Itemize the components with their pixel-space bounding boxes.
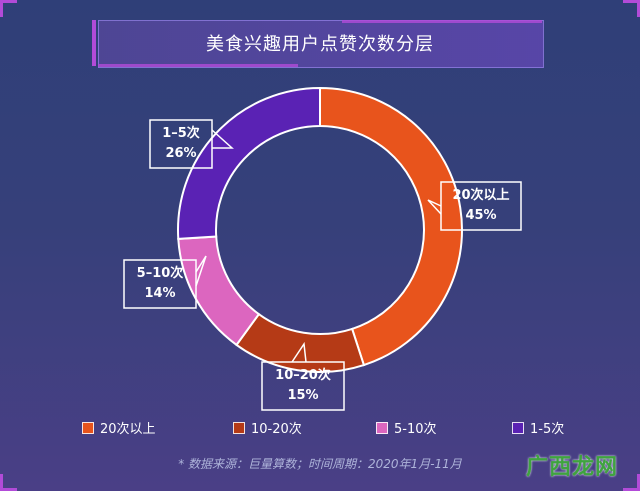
watermark-logo: 广西龙网 bbox=[525, 455, 618, 480]
title-accent-left bbox=[92, 20, 96, 66]
slice-10-20 bbox=[235, 312, 366, 373]
legend-label-10-20: 10-20次 bbox=[251, 422, 302, 437]
corner-accent-bottom-left bbox=[0, 474, 17, 491]
callout-box-5-10-pointer bbox=[195, 255, 207, 287]
callout-10-20-category: 10–20次 bbox=[275, 368, 331, 383]
slice-1-5 bbox=[177, 86, 321, 240]
callout-10-20-value: 15% bbox=[287, 388, 319, 403]
title-accent-top-right bbox=[342, 20, 542, 23]
slice-20-plus bbox=[319, 86, 463, 367]
callout-box-10-20 bbox=[261, 361, 345, 411]
legend-swatch-10-20 bbox=[233, 421, 245, 434]
callout-5-10: 5–10次 14% bbox=[124, 264, 196, 304]
legend-item-10-20: 10-20次 bbox=[233, 418, 302, 437]
callout-10-20: 10–20次 15% bbox=[262, 366, 344, 406]
callout-box-1-5 bbox=[149, 119, 213, 169]
callout-box-20-plus-pointer bbox=[427, 199, 442, 215]
legend-item-5-10: 5-10次 bbox=[376, 418, 437, 437]
legend-label-20-plus: 20次以上 bbox=[100, 422, 156, 437]
callout-box-1-5-pointer bbox=[211, 129, 234, 149]
callout-1-5: 1–5次 26% bbox=[150, 124, 212, 164]
chart-legend: 20次以上 10-20次 5-10次 1-5次 bbox=[0, 418, 640, 440]
chart-title-box bbox=[98, 20, 544, 68]
callout-20-plus-category: 20次以上 bbox=[452, 188, 510, 203]
legend-label-5-10: 5-10次 bbox=[394, 422, 437, 437]
callout-20-plus: 20次以上 45% bbox=[441, 186, 521, 226]
corner-accent-bottom-right bbox=[623, 474, 640, 491]
title-accent-bottom bbox=[98, 64, 298, 67]
callout-1-5-category: 1–5次 bbox=[162, 126, 200, 141]
legend-label-1-5: 1-5次 bbox=[530, 422, 565, 437]
corner-accent-top-left bbox=[0, 0, 17, 17]
legend-swatch-1-5 bbox=[512, 421, 524, 434]
chart-title: 美食兴趣用户点赞次数分层 bbox=[206, 34, 434, 55]
callout-5-10-value: 14% bbox=[144, 286, 176, 301]
corner-accent-top-right bbox=[623, 0, 640, 17]
legend-item-1-5: 1-5次 bbox=[512, 418, 564, 437]
callout-1-5-value: 26% bbox=[165, 146, 197, 161]
data-source-note: * 数据来源：巨量算数；时间周期：2020年1月-11月 bbox=[178, 457, 462, 471]
callout-20-plus-value: 45% bbox=[465, 208, 497, 223]
legend-swatch-5-10 bbox=[376, 421, 388, 434]
legend-swatch-20-plus bbox=[82, 421, 94, 434]
callout-5-10-category: 5–10次 bbox=[136, 266, 184, 281]
callout-box-10-20-pointer bbox=[291, 341, 307, 363]
legend-item-20-plus: 20次以上 bbox=[82, 418, 156, 437]
